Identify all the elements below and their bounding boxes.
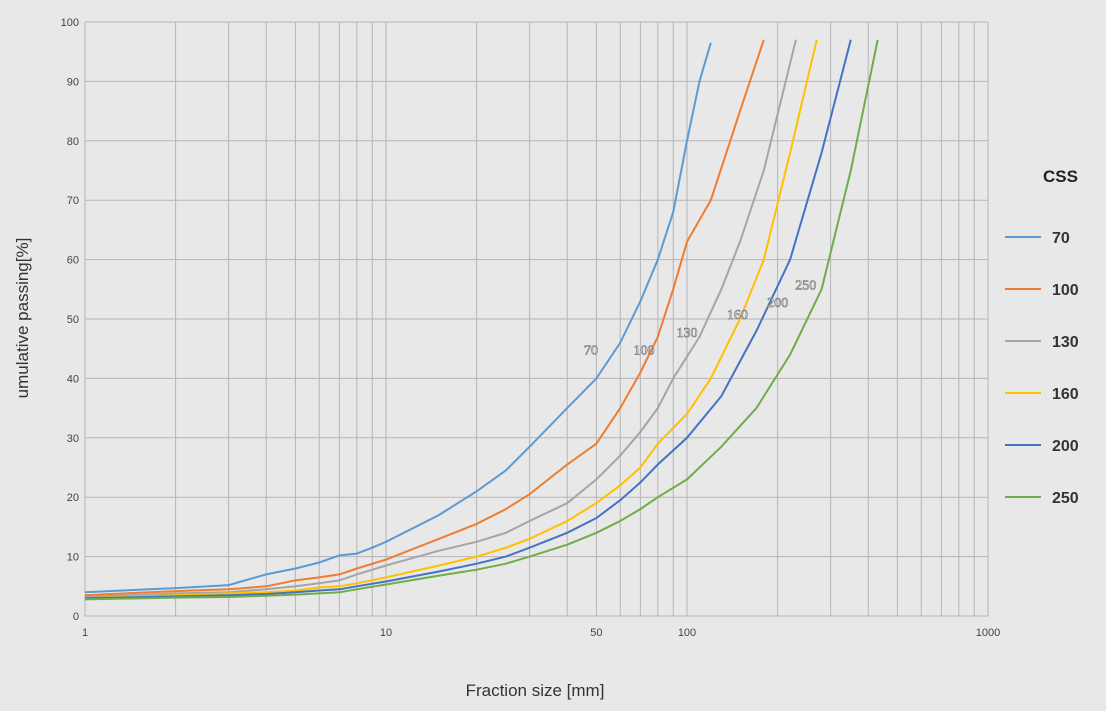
y-tick-label: 100 (61, 17, 79, 29)
curve-label-160: 160 (727, 308, 748, 323)
x-tick-label: 1 (82, 627, 88, 639)
curve-label-250: 250 (795, 278, 816, 293)
y-tick-label: 40 (67, 373, 79, 385)
y-tick-label: 20 (67, 492, 79, 504)
curve-label-130: 130 (677, 326, 698, 341)
legend-label-70: 70 (1052, 230, 1070, 247)
y-axis-title: umulative passing[%] (13, 238, 32, 399)
x-tick-label: 100 (678, 627, 696, 639)
x-tick-label: 1000 (976, 627, 1000, 639)
x-tick-label: 10 (380, 627, 392, 639)
y-tick-label: 0 (73, 611, 79, 623)
curve-label-200: 200 (767, 296, 788, 311)
legend-title: CSS (1043, 167, 1078, 186)
curve-label-100: 100 (634, 344, 655, 359)
y-tick-label: 90 (67, 76, 79, 88)
legend-label-160: 160 (1052, 386, 1079, 403)
legend-label-250: 250 (1052, 490, 1079, 507)
curve-label-70: 70 (584, 344, 598, 359)
y-tick-label: 80 (67, 136, 79, 148)
y-tick-label: 30 (67, 433, 79, 445)
x-tick-label: 50 (590, 627, 602, 639)
y-tick-label: 10 (67, 552, 79, 564)
y-tick-label: 50 (67, 314, 79, 326)
legend-label-130: 130 (1052, 334, 1079, 351)
y-tick-label: 60 (67, 255, 79, 267)
legend-label-100: 100 (1052, 282, 1079, 299)
y-tick-label: 70 (67, 195, 79, 207)
legend-label-200: 200 (1052, 438, 1079, 455)
x-axis-title: Fraction size [mm] (466, 681, 605, 700)
